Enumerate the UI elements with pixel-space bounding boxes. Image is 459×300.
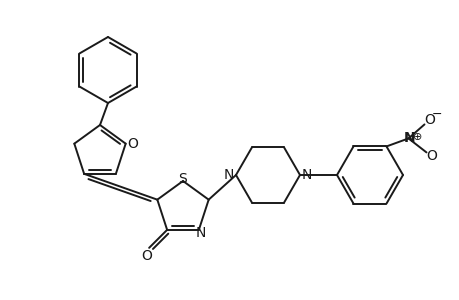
Text: ⊕: ⊕ [412, 132, 421, 142]
Text: S: S [178, 172, 187, 186]
Text: O: O [423, 113, 434, 128]
Text: −: − [431, 108, 441, 121]
Text: N: N [224, 168, 234, 182]
Text: N: N [195, 226, 206, 240]
Text: O: O [425, 149, 436, 164]
Text: N: N [301, 168, 312, 182]
Text: N: N [403, 131, 414, 146]
Text: O: O [141, 249, 152, 263]
Text: O: O [127, 137, 138, 151]
